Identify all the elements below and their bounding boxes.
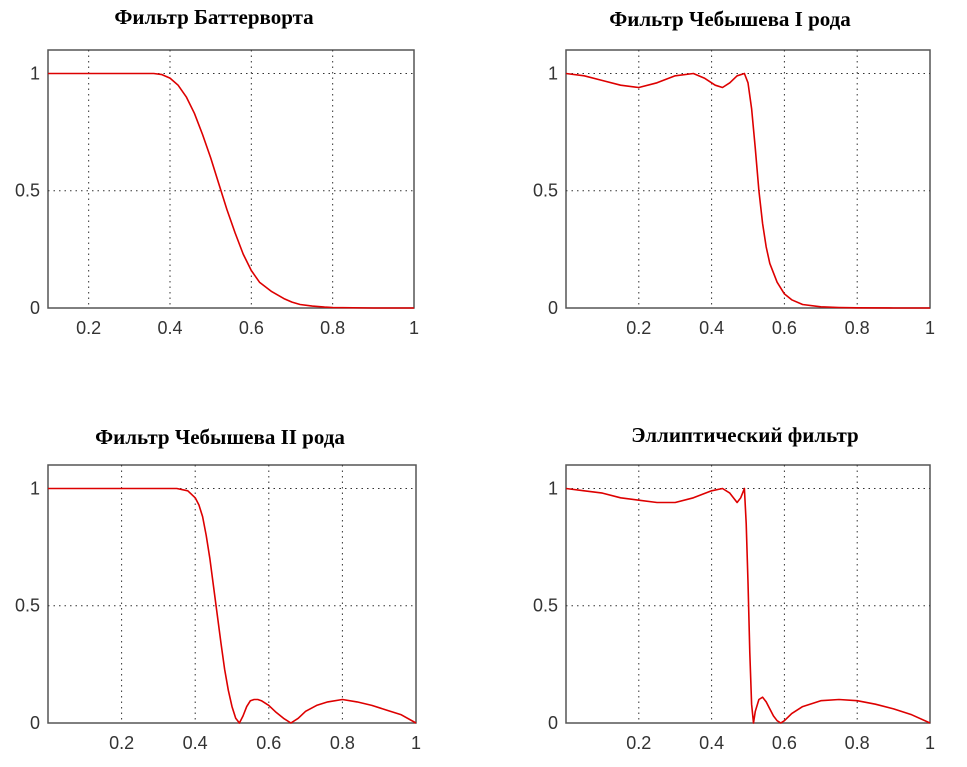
chart-title: Эллиптический фильтр bbox=[631, 423, 858, 447]
x-tick-label: 0.2 bbox=[626, 733, 651, 753]
y-tick-label: 1 bbox=[548, 478, 558, 498]
chart-panel-3: 0.2 0.4 0.6 0.8 1 0 0.5 1 Фильтр Чебышева II род… bbox=[15, 425, 421, 753]
y-tick-label: 0 bbox=[30, 713, 40, 733]
y-tick-label: 0.5 bbox=[15, 181, 40, 201]
y-tick-label: 0.5 bbox=[15, 596, 40, 616]
x-tick-label: 1 bbox=[409, 318, 419, 338]
response-curve-1 bbox=[565, 487, 931, 724]
y-tick-label: 1 bbox=[548, 63, 558, 83]
x-tick-label: 0.8 bbox=[330, 733, 355, 753]
response-curve-1 bbox=[48, 72, 414, 309]
y-tick-label: 0 bbox=[548, 713, 558, 733]
chart-title: Фильтр Чебышева I рода bbox=[609, 7, 851, 31]
x-tick-label: 0.6 bbox=[256, 733, 281, 753]
y-tick-label: 1 bbox=[30, 63, 40, 83]
x-tick-label: 1 bbox=[411, 733, 421, 753]
x-tick-label: 0.2 bbox=[109, 733, 134, 753]
x-tick-label: 0.6 bbox=[239, 318, 264, 338]
y-tick-label: 0 bbox=[30, 298, 40, 318]
y-tick-label: 0 bbox=[548, 298, 558, 318]
x-tick-label: 1 bbox=[925, 733, 935, 753]
x-tick-label: 1 bbox=[925, 318, 935, 338]
x-tick-label: 0.6 bbox=[772, 318, 797, 338]
x-tick-label: 0.8 bbox=[845, 733, 870, 753]
response-curve-1 bbox=[48, 487, 417, 724]
plot-frame bbox=[565, 49, 931, 309]
chart-title: Фильтр Чебышева II рода bbox=[95, 425, 345, 449]
chart-title: Фильтр Баттерворта bbox=[114, 5, 314, 29]
x-tick-label: 0.2 bbox=[626, 318, 651, 338]
chart-panel-4: 0.2 0.4 0.6 0.8 1 0 0.5 1 Эллиптический фильтр bbox=[533, 423, 935, 753]
x-tick-label: 0.2 bbox=[76, 318, 101, 338]
plot-frame bbox=[47, 49, 415, 309]
x-tick-label: 0.6 bbox=[772, 733, 797, 753]
y-tick-label: 0.5 bbox=[533, 596, 558, 616]
x-tick-label: 0.8 bbox=[845, 318, 870, 338]
x-tick-label: 0.4 bbox=[699, 318, 724, 338]
y-tick-label: 1 bbox=[30, 478, 40, 498]
x-tick-label: 0.4 bbox=[157, 318, 182, 338]
x-tick-label: 0.8 bbox=[320, 318, 345, 338]
chart-panel-1: 0.2 0.4 0.6 0.8 1 0 0.5 1 Фильтр Баттерворта bbox=[15, 5, 419, 338]
response-curve-1 bbox=[565, 72, 930, 309]
y-tick-label: 0.5 bbox=[533, 181, 558, 201]
x-tick-label: 0.4 bbox=[183, 733, 208, 753]
plot-frame bbox=[47, 464, 417, 724]
chart-panel-2: 0.2 0.4 0.6 0.8 1 0 0.5 1 Фильтр Чебышева I рода bbox=[533, 7, 935, 338]
x-tick-label: 0.4 bbox=[699, 733, 724, 753]
